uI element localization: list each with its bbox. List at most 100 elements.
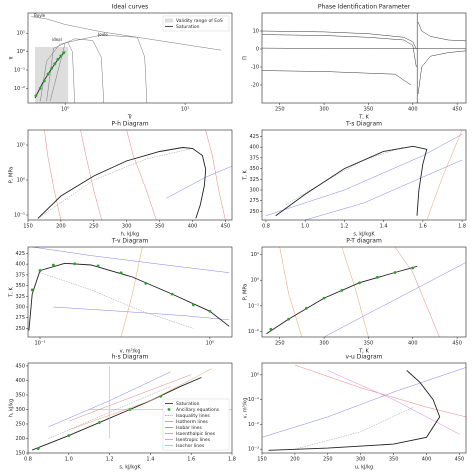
y-tick-label: 350 [249,166,259,172]
data-point [59,54,63,58]
legend-label: Validity range of EoS [176,18,223,24]
y-tick-label: 10⁻² [248,329,259,335]
curve [285,146,404,206]
curve [262,30,417,50]
y-tick-label: 300 [15,305,25,311]
x-tick-label: 250 [323,457,333,463]
data-point [375,275,379,279]
x-tick-label: 150 [257,457,267,463]
plot-frame [261,362,467,454]
y-tick-label: 250 [249,209,259,215]
y-tick-label: 450 [15,363,25,369]
x-tick-label: 250 [275,107,285,113]
y-axis-label: π [9,56,15,59]
annotation: ideal [52,37,62,42]
panel-title: P-T diagram [346,238,382,245]
data-point [411,266,415,270]
plot-frame [27,246,233,338]
curve [262,70,412,86]
x-axis-label: h, kJ/kg [121,232,139,238]
y-axis-label: Π [243,56,249,60]
x-tick-label: 300 [319,341,329,347]
x-tick-label: 400 [188,224,198,230]
data-point [56,57,60,61]
plot-area [265,130,463,220]
y-tick-label: 150 [15,451,25,457]
legend-label: Isoquality lines [176,413,210,419]
plot-area [262,364,466,451]
y-tick-label: 325 [15,294,25,300]
data-point [46,72,50,76]
data-point [119,271,123,275]
curve [31,16,222,51]
x-tick-label: 10⁻¹ [34,341,45,347]
x-tick-label: 1.2 [106,457,114,463]
y-tick-label: 400 [15,378,25,384]
curve [327,370,460,435]
x-axis-label: s, kJ/kgK [119,465,141,471]
data-point [62,51,65,55]
curve [417,50,466,95]
x-axis-label: T, K [358,349,369,355]
data-point [30,288,34,292]
data-point [38,269,42,272]
data-point [34,94,38,98]
y-tick-label: 10⁰ [251,278,259,284]
plot-frame [27,129,233,221]
legend-label: Isoenthalpic lines [176,431,216,437]
data-point [208,309,212,313]
curve [268,370,441,451]
legend-label: Isochor lines [176,443,205,449]
panel-title: v-u Diagram [345,354,382,361]
y-tick-label: 10⁻¹ [14,67,25,73]
x-tick-label: 1.8 [228,457,236,463]
y-tick-label: 250 [15,421,25,427]
legend-swatch [167,408,171,411]
data-point [304,306,308,310]
x-tick-label: 350 [364,107,374,113]
x-tick-label: 250 [89,224,99,230]
curve [323,262,466,337]
curve [40,42,75,103]
curve [46,38,105,103]
data-point [393,271,397,274]
curve [341,247,369,337]
x-tick-label: 10⁰ [61,107,69,113]
y-tick-label: 375 [249,155,259,161]
curve [44,130,62,220]
curve [417,21,466,42]
x-tick-label: 10¹ [181,107,189,113]
x-tick-label: 150 [23,224,33,230]
curve [53,306,230,321]
data-point [170,292,174,296]
y-axis-label: T, K [9,287,15,298]
y-tick-label: 325 [249,177,259,183]
y-tick-label: 10⁻² [248,422,259,428]
data-point [144,282,148,285]
y-tick-label: 10 [253,29,259,35]
x-tick-label: 1.8 [458,224,466,230]
data-point [38,86,42,90]
panel: P-h Diagram h, kJ/kg P, MPa 150 200 250 300 350… [9,121,233,238]
legend-label: Isotherm lines [176,419,209,425]
y-tick-label: 10⁰ [251,372,259,378]
x-tick-label: 350 [364,341,374,347]
data-point [50,67,53,70]
data-point [340,289,344,292]
panel: Phase Identification Parameter T, K Π 250 30… [243,4,467,121]
y-tick-label: 10⁰ [17,49,25,55]
panel: T-s Diagram s, kJ/kgK T, K 0.8 1.0 1.2 1.4 1.6 1… [243,121,467,238]
legend-label: Isentropic lines [176,437,211,443]
x-tick-label: 200 [290,457,300,463]
x-tick-label: 250 [275,341,285,347]
x-tick-label: 1.4 [380,224,388,230]
y-tick-label: 10¹ [17,31,25,37]
panel: T-v Diagram v, m³/kg T, K 10⁻¹ 10⁰ 250 275 300 3… [9,238,233,355]
y-tick-label: 350 [15,283,25,289]
curve [80,130,102,220]
x-tick-label: 300 [319,107,329,113]
plot-frame [261,12,467,104]
data-point [98,421,101,424]
